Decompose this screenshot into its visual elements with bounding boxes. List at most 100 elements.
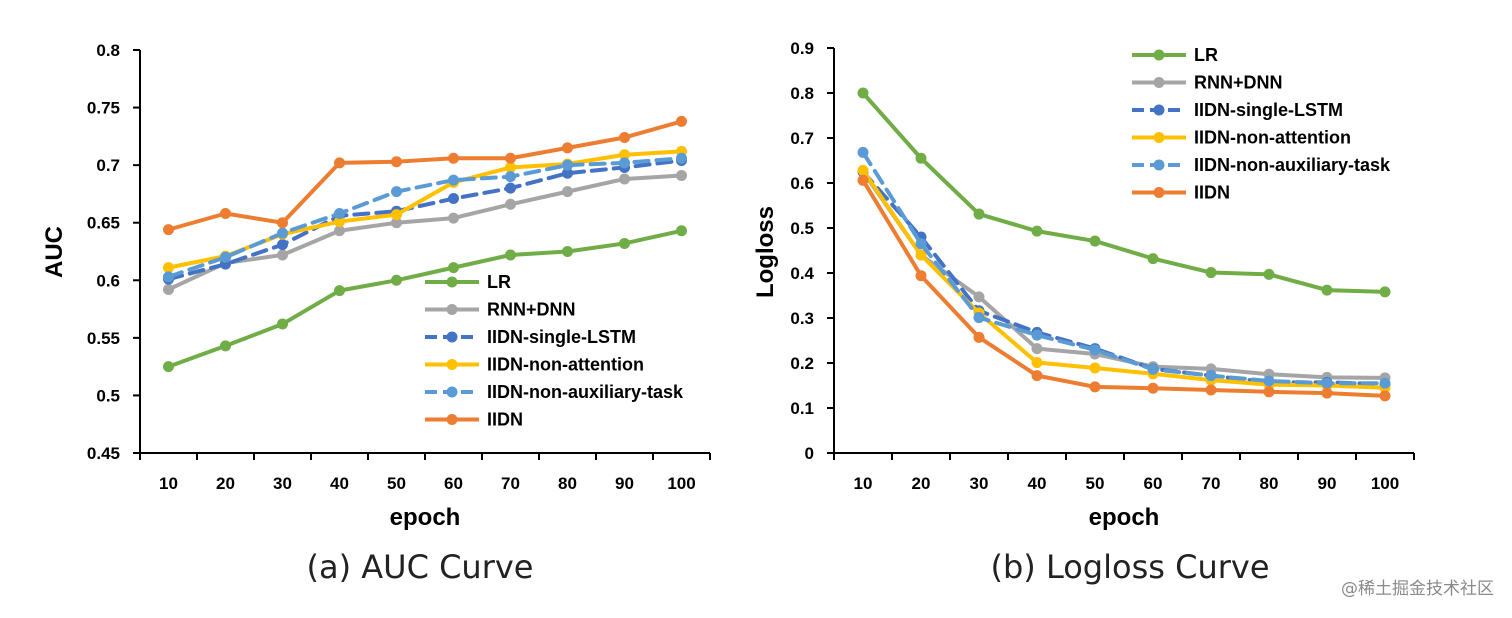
legend-label: IIDN-single-LSTM (487, 327, 636, 347)
data-point-rnn-dnn (391, 217, 402, 229)
x-tick-label: 90 (1318, 474, 1337, 493)
legend-swatch-marker (446, 276, 458, 288)
legend-item-iidn-single-lstm: IIDN-single-LSTM (425, 327, 636, 347)
legend-label: IIDN-non-attention (487, 355, 644, 375)
y-tick-label: 0.1 (790, 399, 814, 418)
x-tick-label: 80 (1260, 474, 1279, 493)
x-tick-label: 70 (1202, 474, 1221, 493)
data-point-iidn (391, 156, 402, 168)
y-tick-label: 0.2 (790, 354, 814, 373)
legend-label: IIDN-non-auxiliary-task (487, 382, 684, 402)
y-tick-label: 0.7 (790, 129, 814, 148)
x-tick-label: 80 (558, 474, 577, 493)
data-point-iidn-non-auxiliary-task (220, 251, 231, 263)
data-point-iidn-non-auxiliary-task (857, 146, 869, 158)
y-tick-label: 0.5 (96, 386, 120, 405)
y-tick-label: 0.4 (790, 264, 814, 283)
data-point-iidn-non-attention (391, 209, 402, 221)
data-point-lr (1089, 235, 1101, 247)
caption-logloss-curve: (b) Logloss Curve (991, 548, 1270, 586)
data-point-iidn-non-attention (1031, 357, 1043, 369)
data-point-rnn-dnn (163, 283, 174, 295)
y-tick-label: 0.8 (790, 84, 814, 103)
data-point-rnn-dnn (676, 170, 687, 182)
data-point-iidn (1205, 384, 1217, 396)
auc-chart: 0.45 0.5 0.55 0.6 0.65 0.7 0.75 0.8 10 20 30 40 50 60… (41, 41, 711, 531)
legend-item-iidn-non-attention: IIDN-non-attention (425, 355, 644, 375)
data-point-lr (562, 246, 573, 257)
legend-swatch-marker (446, 304, 458, 315)
series-iidn (857, 174, 1391, 402)
y-tick-label: 0.55 (87, 329, 120, 348)
data-point-iidn-non-auxiliary-task (676, 152, 687, 164)
y-tick-label: 0.45 (87, 444, 120, 463)
data-point-iidn-non-auxiliary-task (1147, 363, 1159, 375)
y-tick-label: 0.9 (790, 39, 814, 58)
x-tick-label: 10 (159, 474, 178, 493)
series-line-iidn-non-auxiliary-task (166, 156, 684, 279)
data-point-iidn-non-attention (857, 164, 869, 176)
x-tick-label: 10 (854, 474, 873, 493)
data-point-iidn (915, 270, 927, 282)
x-tick-label: 100 (667, 474, 695, 493)
data-point-iidn (619, 132, 630, 144)
data-point-lr (334, 285, 345, 297)
series-line-rnn-dnn (166, 173, 684, 292)
legend-item-iidn: IIDN (425, 410, 523, 430)
x-axis-title: epoch (1089, 504, 1160, 531)
data-point-lr (676, 225, 687, 237)
series-iidn-single-lstm (857, 166, 1391, 390)
legend-item-lr: LR (1132, 45, 1218, 65)
series-iidn (163, 115, 687, 236)
y-tick-label: 0.6 (96, 271, 120, 290)
data-point-lr (857, 87, 869, 99)
data-point-rnn-dnn (334, 225, 345, 237)
data-point-iidn-single-lstm (448, 193, 459, 205)
data-point-iidn (676, 115, 687, 127)
legend-label: RNN+DNN (1194, 73, 1283, 93)
data-point-iidn-non-auxiliary-task (1205, 370, 1217, 382)
legend-swatch-marker (446, 414, 458, 425)
series-lr (163, 225, 687, 373)
legend-label: LR (487, 272, 511, 292)
x-tick-label: 50 (387, 474, 406, 493)
data-point-lr (1379, 286, 1391, 298)
legend-swatch-marker (446, 331, 458, 343)
data-point-iidn-single-lstm (505, 182, 516, 194)
data-point-iidn-non-auxiliary-task (1089, 344, 1101, 356)
data-point-lr (1263, 268, 1275, 280)
data-point-iidn-non-attention (1089, 362, 1101, 374)
data-point-iidn (857, 174, 869, 186)
data-point-iidn (334, 157, 345, 169)
data-point-lr (1031, 225, 1043, 237)
data-point-iidn (220, 208, 231, 220)
series-iidn-non-attention (163, 145, 687, 274)
y-tick-label: 0.65 (87, 214, 120, 233)
legend-item-iidn-non-auxiliary-task: IIDN-non-auxiliary-task (1132, 155, 1391, 175)
data-point-lr (448, 262, 459, 274)
legend-swatch-marker (1153, 132, 1165, 143)
data-point-lr (163, 361, 174, 373)
data-point-rnn-dnn (277, 249, 288, 261)
series-line-iidn (166, 119, 684, 232)
legend-item-iidn-single-lstm: IIDN-single-LSTM (1132, 100, 1343, 120)
y-tick-label: 0.3 (790, 309, 814, 328)
series-line-iidn (861, 178, 1387, 398)
data-point-iidn-non-auxiliary-task (334, 208, 345, 220)
x-tick-label: 40 (1028, 474, 1047, 493)
data-point-iidn (973, 331, 985, 343)
data-point-iidn (1031, 370, 1043, 382)
data-point-iidn (1321, 387, 1333, 399)
data-point-lr (619, 237, 630, 249)
series-line-iidn-non-attention (861, 168, 1387, 390)
data-point-iidn (1379, 390, 1391, 402)
y-axis-title: AUC (41, 226, 68, 278)
data-point-iidn-non-auxiliary-task (973, 312, 985, 324)
legend-swatch-marker (446, 386, 458, 398)
data-point-iidn-non-auxiliary-task (391, 186, 402, 198)
data-point-iidn-non-attention (334, 216, 345, 228)
data-point-iidn-non-attention (915, 249, 927, 261)
data-point-iidn (163, 224, 174, 236)
data-point-rnn-dnn (619, 173, 630, 185)
data-point-lr (1205, 267, 1217, 279)
